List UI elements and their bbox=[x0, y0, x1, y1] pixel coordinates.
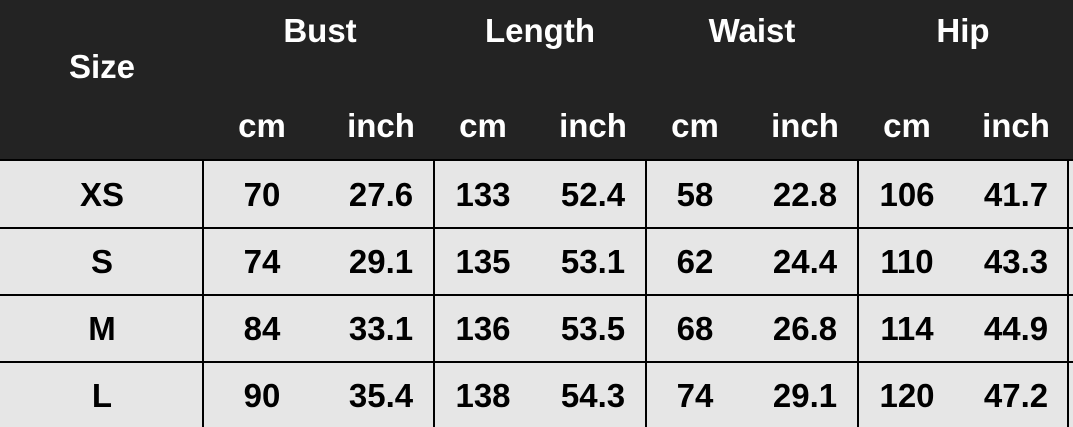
size-cell: L bbox=[91, 377, 113, 414]
size-cell: XS bbox=[79, 176, 125, 213]
value-cell: 54.3 bbox=[560, 377, 626, 414]
unit-header: inch bbox=[982, 107, 1050, 144]
size-cell: S bbox=[90, 243, 114, 280]
unit-header: cm bbox=[238, 107, 286, 144]
row-line bbox=[0, 159, 1073, 161]
value-cell: 47.2 bbox=[983, 377, 1049, 414]
col-line bbox=[857, 160, 859, 427]
value-cell: 22.8 bbox=[772, 176, 838, 213]
value-cell: 136 bbox=[455, 310, 511, 347]
value-cell: 138 bbox=[455, 377, 511, 414]
unit-header: inch bbox=[559, 107, 627, 144]
header-band bbox=[0, 0, 1073, 160]
value-cell: 43.3 bbox=[983, 243, 1049, 280]
unit-header: inch bbox=[771, 107, 839, 144]
value-cell: 106 bbox=[879, 176, 935, 213]
row-line bbox=[0, 294, 1073, 296]
group-header: Bust bbox=[283, 12, 357, 49]
value-cell: 53.1 bbox=[560, 243, 626, 280]
group-header: Waist bbox=[708, 12, 796, 49]
col-line bbox=[645, 160, 647, 427]
value-cell: 58 bbox=[676, 176, 714, 213]
group-header: Hip bbox=[936, 12, 990, 49]
size-cell: M bbox=[88, 310, 116, 347]
value-cell: 74 bbox=[676, 377, 714, 414]
value-cell: 135 bbox=[455, 243, 511, 280]
value-cell: 114 bbox=[880, 310, 934, 347]
unit-header: inch bbox=[347, 107, 415, 144]
group-header: Length bbox=[485, 12, 595, 49]
unit-header: cm bbox=[459, 107, 507, 144]
value-cell: 53.5 bbox=[560, 310, 626, 347]
value-cell: 70 bbox=[243, 176, 281, 213]
value-cell: 35.4 bbox=[348, 377, 414, 414]
size-header: Size bbox=[68, 48, 136, 85]
value-cell: 110 bbox=[880, 243, 934, 280]
value-cell: 29.1 bbox=[772, 377, 838, 414]
value-cell: 84 bbox=[243, 310, 281, 347]
value-cell: 120 bbox=[879, 377, 935, 414]
row-line bbox=[0, 361, 1073, 363]
value-cell: 133 bbox=[455, 176, 511, 213]
value-cell: 52.4 bbox=[560, 176, 626, 213]
unit-header: cm bbox=[883, 107, 931, 144]
col-line bbox=[1067, 160, 1069, 427]
value-cell: 62 bbox=[676, 243, 714, 280]
value-cell: 29.1 bbox=[348, 243, 414, 280]
value-cell: 41.7 bbox=[983, 176, 1049, 213]
value-cell: 68 bbox=[676, 310, 714, 347]
row-line bbox=[0, 227, 1073, 229]
value-cell: 33.1 bbox=[348, 310, 414, 347]
value-cell: 74 bbox=[243, 243, 281, 280]
col-line bbox=[202, 160, 204, 427]
col-line bbox=[433, 160, 435, 427]
value-cell: 26.8 bbox=[772, 310, 838, 347]
value-cell: 27.6 bbox=[348, 176, 414, 213]
unit-header: cm bbox=[671, 107, 719, 144]
value-cell: 24.4 bbox=[772, 243, 838, 280]
value-cell: 44.9 bbox=[983, 310, 1049, 347]
value-cell: 90 bbox=[243, 377, 281, 414]
